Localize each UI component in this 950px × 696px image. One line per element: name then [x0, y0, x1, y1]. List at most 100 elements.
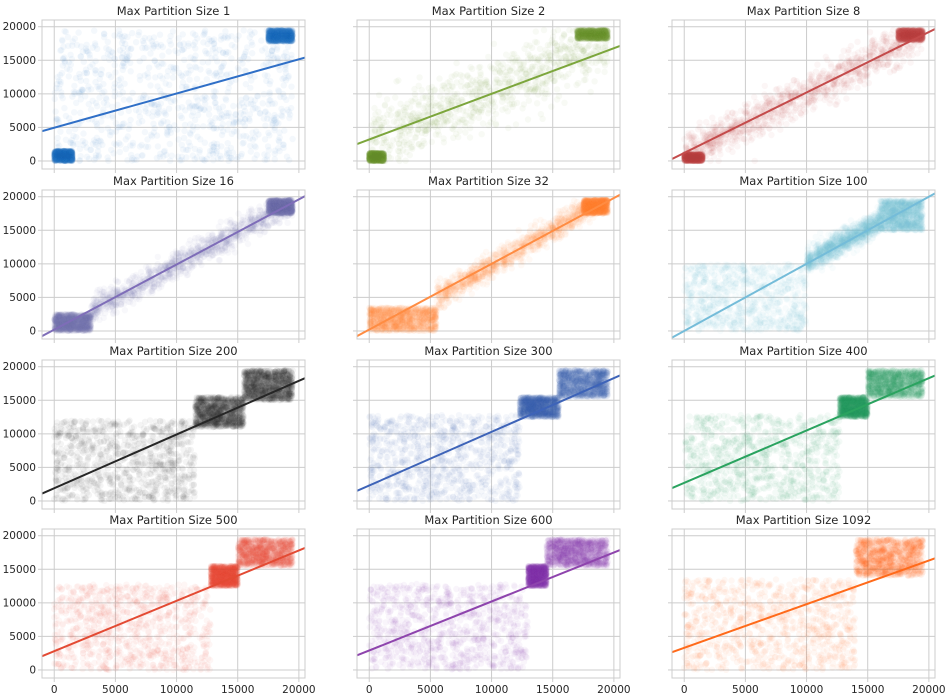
- scatter-point: [189, 30, 197, 37]
- scatter-point: [69, 157, 76, 164]
- scatter-point: [199, 59, 206, 66]
- scatter-point: [234, 153, 241, 161]
- scatter-point: [106, 56, 113, 63]
- scatter-point: [225, 49, 232, 56]
- scatter-point: [111, 55, 119, 62]
- scatter-point: [59, 154, 66, 161]
- scatter-point: [67, 153, 74, 160]
- scatter-point: [171, 122, 178, 129]
- scatter-point: [55, 116, 62, 124]
- scatter-point: [129, 142, 136, 149]
- scatter-point: [159, 75, 166, 82]
- scatter-point: [262, 45, 269, 52]
- scatter-point: [68, 152, 76, 159]
- scatter-point: [591, 43, 599, 50]
- scatter-point: [57, 151, 65, 158]
- scatter-point: [144, 136, 151, 143]
- scatter-point: [65, 157, 72, 164]
- scatter-point: [104, 38, 112, 46]
- scatter-point: [186, 103, 194, 110]
- scatter-point: [194, 35, 201, 42]
- scatter-point: [71, 125, 79, 133]
- scatter-points: [51, 26, 296, 165]
- scatter-point: [104, 154, 111, 161]
- scatter-point: [51, 154, 59, 161]
- scatter-point: [68, 149, 75, 156]
- scatter-point: [58, 46, 65, 54]
- scatter-point: [95, 152, 103, 159]
- scatter-point: [69, 154, 76, 162]
- scatter-point: [154, 143, 162, 150]
- scatter-point: [52, 150, 59, 157]
- scatter-point: [65, 154, 72, 161]
- scatter-point: [385, 107, 393, 114]
- scatter-point: [168, 152, 175, 159]
- scatter-point: [155, 63, 162, 70]
- scatter-point: [63, 154, 70, 161]
- scatter-point: [53, 80, 61, 88]
- scatter-point: [54, 152, 61, 160]
- scatter-point: [121, 63, 128, 70]
- scatter-point: [477, 71, 484, 79]
- scatter-point: [266, 97, 273, 104]
- scatter-point: [183, 146, 190, 154]
- scatter-point: [59, 148, 66, 155]
- scatter-point: [206, 111, 213, 118]
- scatter-point: [111, 140, 118, 147]
- scatter-point: [288, 93, 295, 100]
- scatter-point: [566, 44, 573, 51]
- scatter-point: [396, 130, 404, 138]
- scatter-point: [170, 68, 177, 75]
- scatter-point: [269, 100, 276, 108]
- scatter-point: [269, 52, 277, 59]
- scatter-point: [246, 34, 253, 41]
- scatter-point: [91, 156, 98, 164]
- scatter-point: [52, 152, 59, 159]
- scatter-point: [436, 75, 443, 82]
- scatter-point: [238, 96, 245, 104]
- scatter-point: [160, 148, 168, 155]
- scatter-point: [193, 75, 201, 83]
- scatter-point: [61, 156, 69, 164]
- scatter-point: [83, 47, 90, 54]
- scatter-point: [59, 149, 66, 156]
- scatter-point: [284, 106, 291, 113]
- scatter-point: [176, 157, 184, 164]
- scatter-point: [65, 149, 72, 156]
- scatter-point: [64, 147, 71, 155]
- scatter-point: [56, 142, 63, 150]
- scatter-point: [90, 137, 98, 144]
- scatter-point: [57, 153, 65, 160]
- scatter-point: [218, 71, 225, 78]
- scatter-point: [51, 153, 58, 160]
- scatter-point: [187, 54, 194, 61]
- scatter-point: [179, 31, 186, 38]
- scatter-point: [96, 75, 104, 83]
- scatter-point: [210, 36, 218, 43]
- scatter-point: [268, 47, 276, 55]
- scatter-point: [51, 153, 58, 160]
- scatter-point: [265, 27, 273, 34]
- scatter-point: [281, 74, 288, 82]
- scatter-point: [228, 41, 235, 49]
- scatter-point: [127, 59, 134, 66]
- scatter-point: [130, 156, 138, 163]
- scatter-point: [273, 114, 280, 121]
- scatter-point: [141, 128, 149, 136]
- scatter-point: [95, 137, 102, 145]
- scatter-point: [105, 71, 113, 79]
- scatter-point: [268, 33, 275, 40]
- scatter-point: [200, 123, 207, 130]
- scatter-point: [268, 47, 276, 54]
- scatter-point: [68, 151, 76, 159]
- scatter-point: [177, 112, 184, 120]
- scatter-point: [270, 55, 278, 62]
- scatter-point: [61, 148, 69, 156]
- scatter-point: [189, 102, 196, 109]
- scatter-point: [175, 104, 182, 112]
- scatter-point: [202, 100, 209, 107]
- scatter-point: [266, 89, 273, 96]
- scatter-point: [153, 154, 161, 162]
- scatter-point: [66, 153, 73, 160]
- scatter-point: [143, 44, 151, 51]
